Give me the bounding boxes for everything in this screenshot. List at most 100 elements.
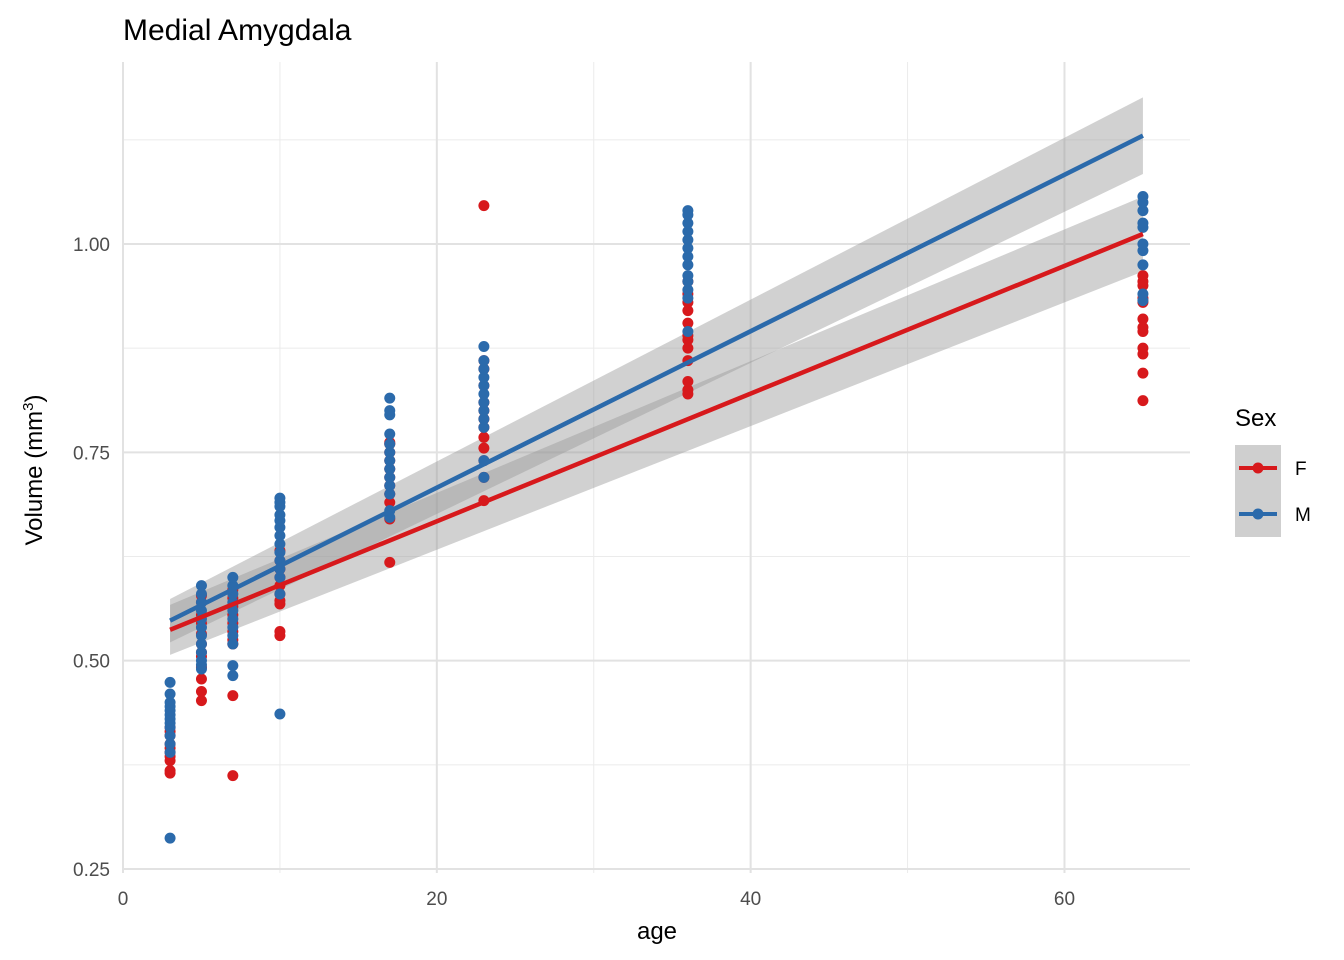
point-f xyxy=(227,770,239,782)
point-m xyxy=(1137,217,1149,229)
point-m xyxy=(227,613,239,625)
point-m xyxy=(274,509,286,521)
point-m xyxy=(274,530,286,542)
point-f xyxy=(274,626,286,637)
legend-label-f: F xyxy=(1295,459,1307,480)
point-m xyxy=(1137,238,1149,250)
point-m xyxy=(227,670,239,682)
point-m xyxy=(682,326,694,337)
point-m xyxy=(384,428,396,440)
point-f xyxy=(1137,395,1149,407)
y-tick-label: 0.75 xyxy=(73,443,110,464)
y-axis-label-end: ) xyxy=(21,394,48,402)
point-m xyxy=(384,392,396,404)
point-m xyxy=(274,492,286,504)
point-m xyxy=(682,226,694,237)
point-m xyxy=(227,605,239,617)
point-m xyxy=(164,688,176,700)
point-m xyxy=(164,696,176,708)
point-f xyxy=(195,686,207,697)
point-m xyxy=(274,708,286,720)
point-m xyxy=(274,571,286,583)
point-m xyxy=(1137,288,1149,300)
point-f xyxy=(1137,367,1149,379)
point-m xyxy=(478,413,490,425)
point-m xyxy=(682,234,694,246)
ci-ribbon-f xyxy=(170,196,1143,655)
point-m xyxy=(384,471,396,483)
point-f xyxy=(478,442,490,454)
y-tick-label: 0.25 xyxy=(73,860,110,881)
y-axis-label-sup: 3 xyxy=(20,402,37,410)
point-m xyxy=(164,738,176,750)
point-m xyxy=(682,259,694,271)
point-f xyxy=(195,673,207,685)
x-tick-label: 0 xyxy=(118,889,129,910)
legend-key-point-f xyxy=(1252,462,1264,474)
point-m xyxy=(1137,205,1149,217)
point-m xyxy=(478,355,490,367)
point-m xyxy=(682,292,694,304)
point-m xyxy=(384,405,396,417)
point-m xyxy=(195,638,207,650)
point-m xyxy=(682,251,694,262)
point-f xyxy=(227,690,239,702)
point-m xyxy=(195,646,207,658)
point-m xyxy=(478,388,490,400)
point-f xyxy=(1137,270,1149,282)
point-m xyxy=(274,546,286,558)
y-axis-label-main: Volume (mm xyxy=(21,411,48,546)
y-axis-label: Volume (mm3) xyxy=(20,394,48,545)
point-m xyxy=(274,588,286,600)
point-f xyxy=(682,384,694,396)
point-m xyxy=(478,363,490,375)
point-m xyxy=(478,341,490,352)
point-m xyxy=(478,471,490,483)
x-tick-label: 20 xyxy=(426,889,447,910)
grid-major xyxy=(122,62,1190,873)
point-f xyxy=(1137,321,1149,333)
legend-label-m: M xyxy=(1295,505,1311,526)
confidence-ribbons xyxy=(170,97,1143,655)
point-m xyxy=(384,480,396,492)
point-m xyxy=(195,580,207,592)
point-m xyxy=(164,676,176,688)
point-f xyxy=(682,376,694,387)
point-m xyxy=(195,588,207,600)
chart-title: Medial Amygdala xyxy=(123,14,352,47)
point-f xyxy=(384,496,396,508)
point-m xyxy=(478,396,490,408)
point-m xyxy=(195,621,207,633)
point-m xyxy=(274,538,286,550)
point-m xyxy=(384,463,396,475)
point-m xyxy=(478,405,490,417)
fit-lines xyxy=(169,133,1144,632)
point-m xyxy=(682,242,694,254)
x-tick-label: 60 xyxy=(1054,889,1075,910)
point-m xyxy=(1137,191,1149,202)
point-m xyxy=(1137,259,1149,271)
point-m xyxy=(478,421,490,433)
point-m xyxy=(478,380,490,392)
point-f xyxy=(384,556,396,568)
point-m xyxy=(478,371,490,383)
point-m xyxy=(227,630,239,642)
point-m xyxy=(227,660,239,672)
point-m xyxy=(195,630,207,642)
legend: Sex F M xyxy=(1235,405,1311,537)
point-f xyxy=(682,342,694,354)
ci-ribbon-m xyxy=(170,97,1143,643)
point-f xyxy=(1137,313,1149,325)
point-f xyxy=(478,431,490,443)
legend-title: Sex xyxy=(1235,405,1276,432)
point-m xyxy=(682,205,694,217)
point-m xyxy=(682,270,694,282)
point-m xyxy=(384,438,396,450)
point-m xyxy=(682,284,694,296)
point-m xyxy=(164,832,176,844)
point-f xyxy=(682,305,694,317)
point-f xyxy=(478,200,490,212)
point-f xyxy=(1137,342,1149,354)
point-m xyxy=(384,488,396,500)
x-tick-labels: 0 20 40 60 xyxy=(118,889,1075,910)
